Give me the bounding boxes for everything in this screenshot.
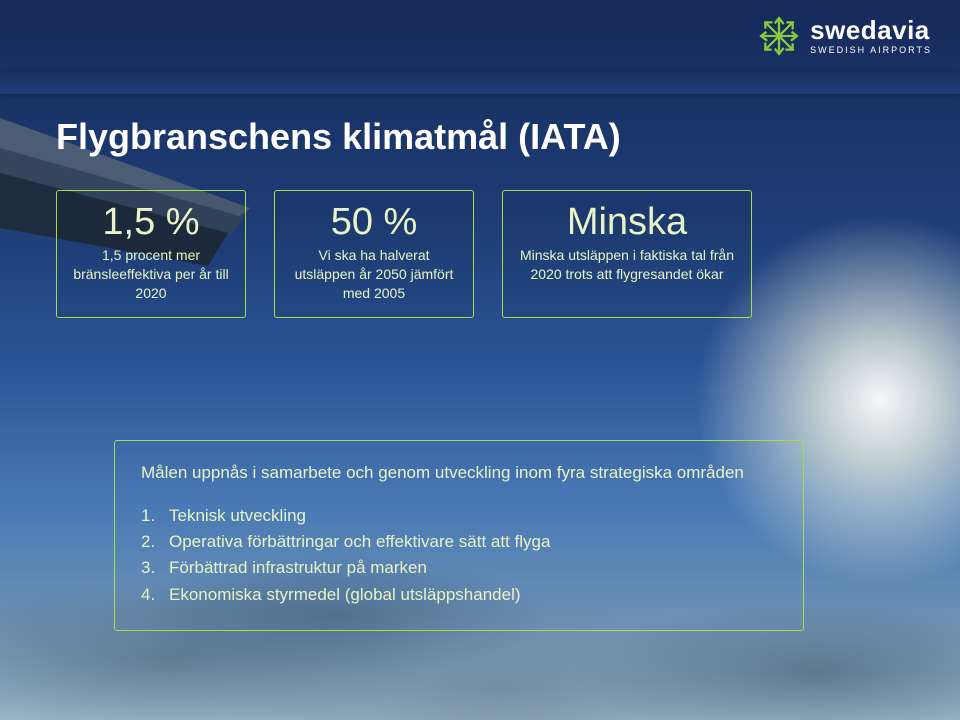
brand-text: swedavia SWEDISH AIRPORTS — [810, 17, 932, 55]
stat-3-headline: Minska — [517, 201, 737, 244]
snowflake-icon — [758, 15, 800, 57]
list-item: 2.Operativa förbättringar och effektivar… — [141, 529, 777, 555]
stat-box-2: 50 % Vi ska ha halverat utsläppen år 205… — [274, 190, 474, 318]
list-item: 3.Förbättrad infrastruktur på marken — [141, 555, 777, 581]
list-text: Ekonomiska styrmedel (global utsläppshan… — [169, 582, 521, 608]
stat-3-desc: Minska utsläppen i faktiska tal från 202… — [517, 246, 737, 284]
stat-1-headline: 1,5 % — [71, 201, 231, 244]
stat-box-3: Minska Minska utsläppen i faktiska tal f… — [502, 190, 752, 318]
list-item: 1.Teknisk utveckling — [141, 503, 777, 529]
page-title: Flygbranschens klimatmål (IATA) — [56, 116, 621, 158]
brand-subtitle: SWEDISH AIRPORTS — [810, 46, 932, 55]
list-number: 4. — [141, 582, 169, 608]
stats-row: 1,5 % 1,5 procent mer bränsleeffektiva p… — [56, 190, 752, 318]
brand-logo: swedavia SWEDISH AIRPORTS — [758, 15, 932, 57]
list-number: 1. — [141, 503, 169, 529]
list-number: 3. — [141, 555, 169, 581]
top-bar: swedavia SWEDISH AIRPORTS — [0, 0, 960, 72]
header-band — [0, 72, 960, 94]
list-text: Operativa förbättringar och effektivare … — [169, 529, 550, 555]
list-item: 4.Ekonomiska styrmedel (global utsläppsh… — [141, 582, 777, 608]
stat-box-1: 1,5 % 1,5 procent mer bränsleeffektiva p… — [56, 190, 246, 318]
strategy-box: Målen uppnås i samarbete och genom utvec… — [114, 440, 804, 631]
stat-2-desc: Vi ska ha halverat utsläppen år 2050 jäm… — [289, 246, 459, 303]
stat-2-headline: 50 % — [289, 201, 459, 244]
stat-1-desc: 1,5 procent mer bränsleeffektiva per år … — [71, 246, 231, 303]
list-text: Teknisk utveckling — [169, 503, 306, 529]
list-text: Förbättrad infrastruktur på marken — [169, 555, 427, 581]
list-number: 2. — [141, 529, 169, 555]
brand-word: swedavia — [810, 17, 932, 43]
strategy-intro: Målen uppnås i samarbete och genom utvec… — [141, 461, 777, 485]
strategy-list: 1.Teknisk utveckling 2.Operativa förbätt… — [141, 503, 777, 608]
